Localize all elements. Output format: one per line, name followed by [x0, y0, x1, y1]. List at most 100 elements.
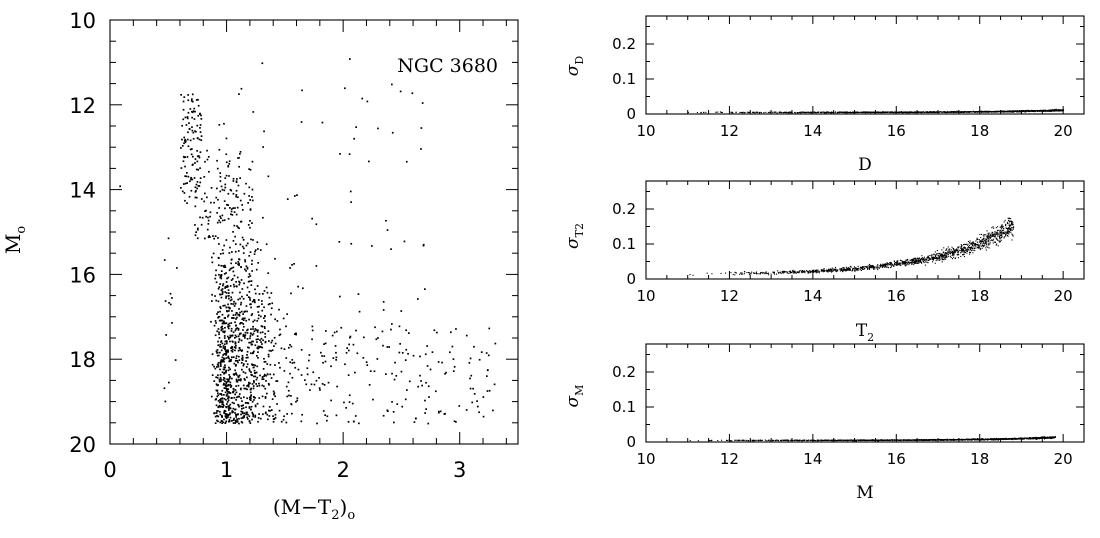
cmd-point: [216, 351, 219, 354]
sigma-d-point: [1058, 110, 1060, 112]
sigma-t2-point: [801, 272, 803, 274]
sigma-t2-point: [1012, 224, 1014, 226]
cmd-point: [239, 311, 241, 314]
sigma-t2-point: [1001, 224, 1003, 226]
cmd-point: [266, 413, 269, 416]
sigma-t2-point: [966, 250, 968, 252]
sigma-t2-point: [1010, 222, 1012, 224]
sigma-m-point: [731, 440, 733, 442]
sigma-m-point: [726, 439, 728, 441]
cmd-point: [243, 414, 245, 417]
sigma-d-point: [763, 112, 765, 114]
cmd-point: [235, 213, 238, 216]
sigma-d-point: [1025, 111, 1027, 113]
cmd-point: [269, 410, 271, 412]
cmd-point: [232, 331, 235, 334]
cmd-point: [235, 396, 238, 399]
cmd-point: [216, 376, 219, 379]
sigma-t2-point: [836, 270, 838, 272]
cmd-point: [241, 322, 243, 324]
cmd-point: [261, 384, 264, 387]
sigma-t2-point: [976, 241, 978, 243]
sigma-t2-point: [986, 245, 988, 247]
sigma-d-point: [1019, 110, 1021, 112]
cmd-point: [354, 415, 357, 417]
sigma-d-point: [743, 112, 745, 114]
cmd-point: [257, 338, 259, 340]
sigma-t2-point: [927, 257, 929, 259]
sigma-t2-point: [749, 272, 751, 274]
sigma-t2-point: [907, 258, 909, 260]
sigma-t2-point: [922, 259, 924, 261]
cmd-point: [191, 93, 194, 96]
sigma-t2-point: [826, 269, 828, 271]
cmd-point: [259, 339, 261, 341]
sigma-t2-point: [997, 245, 999, 247]
cmd-point: [239, 322, 242, 324]
sigma-t2-point: [930, 256, 932, 258]
cmd-point: [220, 419, 223, 422]
cmd-point: [297, 285, 299, 288]
sigma-d-axes-frame: [645, 15, 1085, 115]
cmd-point: [197, 98, 199, 101]
sigma-m-point: [972, 438, 974, 440]
cmd-point: [249, 199, 251, 201]
sigma-t2-point: [885, 265, 887, 267]
sigma-t2-point: [1006, 234, 1008, 236]
sigma-t2-point: [746, 272, 748, 274]
cmd-point: [254, 372, 257, 375]
cmd-axes-frame: [109, 19, 519, 445]
cmd-point: [239, 243, 242, 246]
cmd-point: [265, 243, 268, 246]
sigma-t2-point: [839, 268, 841, 270]
sigma-t2-point: [803, 270, 805, 272]
sigma-d-point: [1032, 110, 1034, 112]
cmd-point: [228, 163, 231, 165]
cmd-point: [229, 246, 231, 249]
cmd-point: [266, 291, 269, 294]
cmd-point: [238, 165, 240, 168]
sigma-t2-point: [939, 258, 941, 260]
cmd-point: [451, 345, 454, 348]
cmd-point: [372, 398, 374, 401]
sigma-t2-point: [978, 247, 980, 249]
sigma-t2-point: [955, 249, 957, 251]
cmd-point: [315, 265, 318, 267]
sigma-d-point: [1006, 110, 1008, 112]
sigma-t2-point: [1008, 223, 1010, 225]
cmd-point: [171, 322, 173, 324]
sigma-t2-point: [923, 258, 925, 260]
cmd-point: [242, 252, 245, 254]
sigma-t2-point: [970, 247, 972, 249]
sigma-d-point: [715, 111, 717, 113]
sigma-t2-point: [806, 270, 808, 272]
sigma-d-point: [921, 111, 923, 113]
sigma-t2-point: [987, 232, 989, 234]
sigma-t2-point: [884, 266, 886, 268]
sigma-d-point: [957, 111, 959, 113]
cmd-point: [247, 280, 250, 283]
sigma-t2-point: [777, 270, 779, 272]
cmd-point: [220, 270, 223, 272]
cmd-point: [218, 401, 221, 404]
sigma-t2-point: [896, 264, 898, 266]
sigma-d-point: [801, 111, 803, 113]
sigma-t2-point: [983, 234, 985, 236]
sigma-t2-point: [987, 244, 989, 246]
sigma-d-point: [889, 112, 891, 114]
cmd-point: [260, 341, 262, 343]
sigma-t2-point: [1002, 232, 1004, 234]
sigma-t2-point: [987, 235, 989, 237]
cmd-point: [309, 389, 311, 391]
cmd-point: [225, 161, 228, 164]
sigma-t2-point: [983, 241, 985, 243]
cmd-point: [345, 407, 347, 409]
cmd-point: [226, 389, 228, 392]
cmd-point: [192, 163, 194, 166]
sigma-t2-point: [916, 260, 918, 262]
cmd-point: [271, 349, 274, 352]
cmd-point: [220, 378, 222, 381]
sigma-t2-point: [986, 240, 988, 242]
cmd-point: [256, 365, 259, 368]
cmd-point: [211, 256, 213, 259]
